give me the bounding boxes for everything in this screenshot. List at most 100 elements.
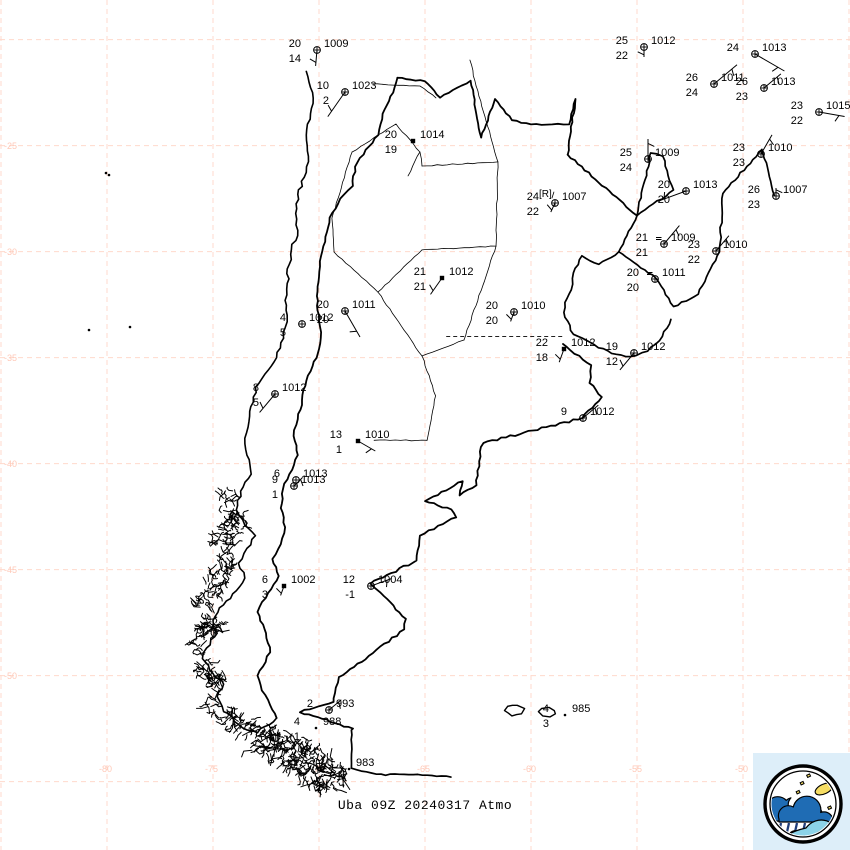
svg-text:20: 20 <box>658 179 670 191</box>
svg-text:985: 985 <box>572 703 590 715</box>
svg-text:4: 4 <box>294 716 300 728</box>
svg-text:-1: -1 <box>345 589 355 601</box>
svg-text:1002: 1002 <box>291 574 315 586</box>
svg-text:13: 13 <box>330 429 342 441</box>
svg-text:23: 23 <box>733 142 745 154</box>
svg-text:9: 9 <box>561 406 567 418</box>
svg-text:1012: 1012 <box>651 35 675 47</box>
svg-text:-75: -75 <box>205 764 218 774</box>
svg-text:1: 1 <box>336 444 342 456</box>
svg-text:-40: -40 <box>4 459 17 469</box>
svg-text:18: 18 <box>536 352 548 364</box>
svg-text:14: 14 <box>289 53 301 65</box>
svg-text:6: 6 <box>262 574 268 586</box>
svg-text:8: 8 <box>253 382 259 394</box>
svg-text:1012: 1012 <box>641 341 665 353</box>
svg-text:1023: 1023 <box>352 80 376 92</box>
svg-text:1010: 1010 <box>521 300 545 312</box>
svg-text:20: 20 <box>627 282 639 294</box>
svg-text:20: 20 <box>317 299 329 311</box>
svg-text:1012: 1012 <box>282 382 306 394</box>
svg-text:-50: -50 <box>4 671 17 681</box>
svg-text:25: 25 <box>616 35 628 47</box>
svg-text:23: 23 <box>736 91 748 103</box>
svg-text:22: 22 <box>616 50 628 62</box>
svg-text:-30: -30 <box>4 247 17 257</box>
svg-text:22: 22 <box>536 337 548 349</box>
svg-text:21: 21 <box>414 281 426 293</box>
svg-text:-80: -80 <box>99 764 112 774</box>
svg-text:23: 23 <box>791 100 803 112</box>
svg-text:1010: 1010 <box>768 142 792 154</box>
svg-text:6: 6 <box>274 468 280 480</box>
svg-text:1013: 1013 <box>303 468 327 480</box>
svg-text:21: 21 <box>636 247 648 259</box>
svg-text:988: 988 <box>323 716 341 728</box>
svg-text:3: 3 <box>262 589 268 601</box>
svg-text:1011: 1011 <box>352 299 376 311</box>
svg-text:1013: 1013 <box>762 42 786 54</box>
svg-text:12: 12 <box>606 356 618 368</box>
svg-text:26: 26 <box>736 76 748 88</box>
svg-text:-60: -60 <box>523 764 536 774</box>
svg-text:1012: 1012 <box>571 337 595 349</box>
svg-text:1012: 1012 <box>590 406 614 418</box>
svg-text:21: 21 <box>636 232 648 244</box>
svg-text:1: 1 <box>272 489 278 501</box>
svg-text:19: 19 <box>606 341 618 353</box>
svg-text:4: 4 <box>543 703 549 715</box>
svg-text:4: 4 <box>280 312 286 324</box>
svg-text:1009: 1009 <box>324 38 348 50</box>
svg-text:3: 3 <box>543 718 549 730</box>
svg-text:1011: 1011 <box>662 267 686 279</box>
svg-text:2: 2 <box>323 95 329 107</box>
svg-text:21: 21 <box>414 266 426 278</box>
svg-text:12: 12 <box>343 574 355 586</box>
svg-text:1014: 1014 <box>420 129 444 141</box>
svg-text:2: 2 <box>307 698 313 710</box>
svg-text:20: 20 <box>486 315 498 327</box>
svg-text:1010: 1010 <box>723 239 747 251</box>
svg-text:1004: 1004 <box>378 574 402 586</box>
svg-text:-65: -65 <box>417 764 430 774</box>
svg-text:23: 23 <box>688 239 700 251</box>
svg-text:20: 20 <box>486 300 498 312</box>
svg-text:1013: 1013 <box>771 76 795 88</box>
svg-text:1007: 1007 <box>783 184 807 196</box>
svg-text:22: 22 <box>688 254 700 266</box>
svg-text:5: 5 <box>280 327 286 339</box>
svg-text:20: 20 <box>658 194 670 206</box>
svg-text:1007: 1007 <box>562 191 586 203</box>
svg-text:0: 0 <box>327 757 333 769</box>
svg-text:10: 10 <box>317 80 329 92</box>
svg-text:1013: 1013 <box>693 179 717 191</box>
svg-text:-35: -35 <box>4 353 17 363</box>
svg-text:-50: -50 <box>735 764 748 774</box>
svg-text:Uba 09Z 20240317 Atmo: Uba 09Z 20240317 Atmo <box>338 798 512 813</box>
svg-text:5: 5 <box>253 397 259 409</box>
svg-text:1015: 1015 <box>826 100 850 112</box>
svg-text:-55: -55 <box>629 764 642 774</box>
svg-text:26: 26 <box>748 184 760 196</box>
svg-text:1: 1 <box>294 731 300 743</box>
svg-text:22: 22 <box>527 206 539 218</box>
svg-text:24: 24 <box>686 87 698 99</box>
svg-text:-45: -45 <box>4 565 17 575</box>
svg-text:1012: 1012 <box>449 266 473 278</box>
svg-text:23: 23 <box>748 199 760 211</box>
svg-text:1009: 1009 <box>655 147 679 159</box>
svg-text:24: 24 <box>527 191 539 203</box>
svg-text:993: 993 <box>336 698 354 710</box>
svg-text:20: 20 <box>627 267 639 279</box>
svg-text:24: 24 <box>727 42 739 54</box>
svg-text:1012: 1012 <box>309 312 333 324</box>
svg-text:-25: -25 <box>4 141 17 151</box>
svg-text:22: 22 <box>791 115 803 127</box>
svg-text:20: 20 <box>385 129 397 141</box>
svg-text:20: 20 <box>289 38 301 50</box>
svg-text:26: 26 <box>686 72 698 84</box>
svg-text:[R]: [R] <box>539 189 552 200</box>
svg-text:19: 19 <box>385 144 397 156</box>
svg-text:23: 23 <box>733 157 745 169</box>
svg-text:983: 983 <box>356 757 374 769</box>
